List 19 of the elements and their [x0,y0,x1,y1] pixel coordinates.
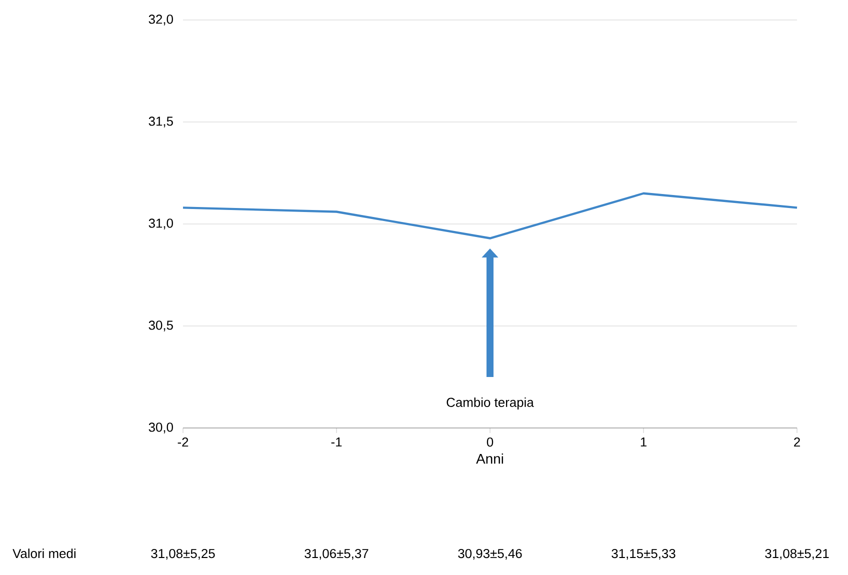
y-tick-label: 31,5 [148,116,173,128]
line-series [182,192,798,240]
text: 31,08±5,25 [151,548,215,560]
x-tick-label: -1 [331,438,342,446]
x-tick-label: 1 [640,438,646,446]
x-tick-label: 0 [486,438,494,447]
text: 31,08±5,21 [765,548,829,560]
annotation: Cambio terapia [446,397,534,410]
y-tick-label: 31,0 [148,218,173,230]
y-tick-label: 30,5 [148,320,173,332]
text: 31,06±5,37 [304,548,368,560]
text: Valori medi [12,548,76,558]
x-tick-label: 2 [794,438,800,447]
y-tick-label: 30,0 [148,422,173,434]
y-tick-label: 32,0 [148,14,173,26]
text: 31,15±5,33 [612,548,676,560]
x-axis-title: Anni [476,454,504,464]
x-tick-label: -2 [178,438,188,447]
text: 30,93±5,46 [458,548,522,560]
